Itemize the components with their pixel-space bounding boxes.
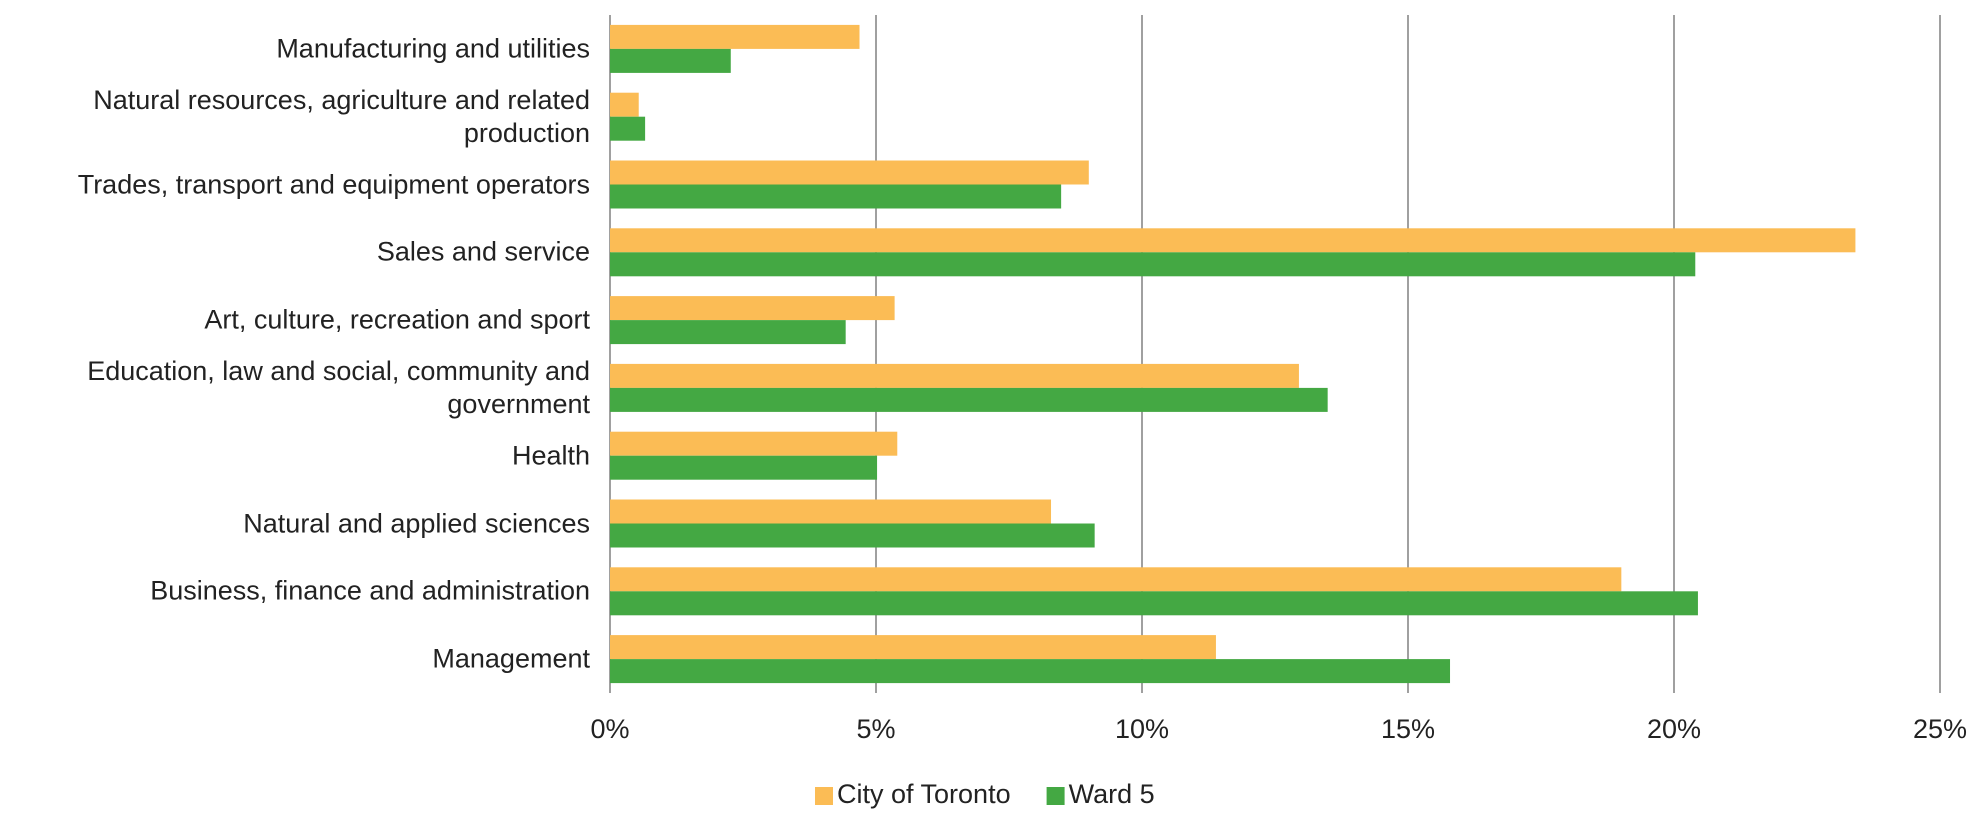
bar — [610, 387, 1328, 412]
x-tick-label: 25% — [1913, 714, 1967, 744]
x-tick-label: 10% — [1115, 714, 1169, 744]
legend-label: City of Toronto — [837, 779, 1011, 809]
bar — [610, 523, 1095, 548]
bar — [610, 659, 1451, 684]
legend-swatch — [1046, 787, 1065, 805]
bar — [610, 296, 895, 321]
x-tick-label: 0% — [590, 714, 629, 744]
bar — [610, 320, 846, 345]
category-label: Health — [511, 440, 590, 471]
bar — [610, 567, 1622, 592]
bar — [610, 363, 1299, 388]
category-label: Art, culture, recreation and sport — [204, 304, 590, 335]
bar — [610, 431, 898, 456]
bar — [610, 499, 1052, 524]
bar — [610, 455, 878, 480]
category-label: Sales and service — [376, 236, 590, 267]
category-label: Trades, transport and equipment operator… — [77, 169, 590, 199]
bar — [610, 160, 1089, 185]
legend-swatch — [815, 787, 833, 805]
category-label: Business, finance and administration — [150, 575, 590, 606]
legend-label: Ward 5 — [1069, 779, 1155, 809]
x-tick-label: 15% — [1381, 714, 1435, 744]
bar — [610, 48, 731, 73]
bar — [610, 184, 1062, 209]
bar — [610, 92, 639, 117]
category-label: Natural and applied sciences — [243, 508, 590, 538]
category-label: Management — [432, 643, 590, 674]
bar — [610, 252, 1696, 277]
category-label: Education, law and social, community and… — [87, 355, 590, 419]
x-tick-label: 20% — [1647, 714, 1701, 744]
category-label: Manufacturing and utilities — [276, 33, 590, 64]
bar — [610, 116, 646, 141]
bar — [610, 635, 1216, 660]
bar — [610, 591, 1698, 616]
x-tick-label: 5% — [856, 714, 895, 744]
category-label: Natural resources, agriculture and relat… — [93, 84, 590, 148]
bar — [610, 24, 860, 49]
bar — [610, 228, 1856, 253]
